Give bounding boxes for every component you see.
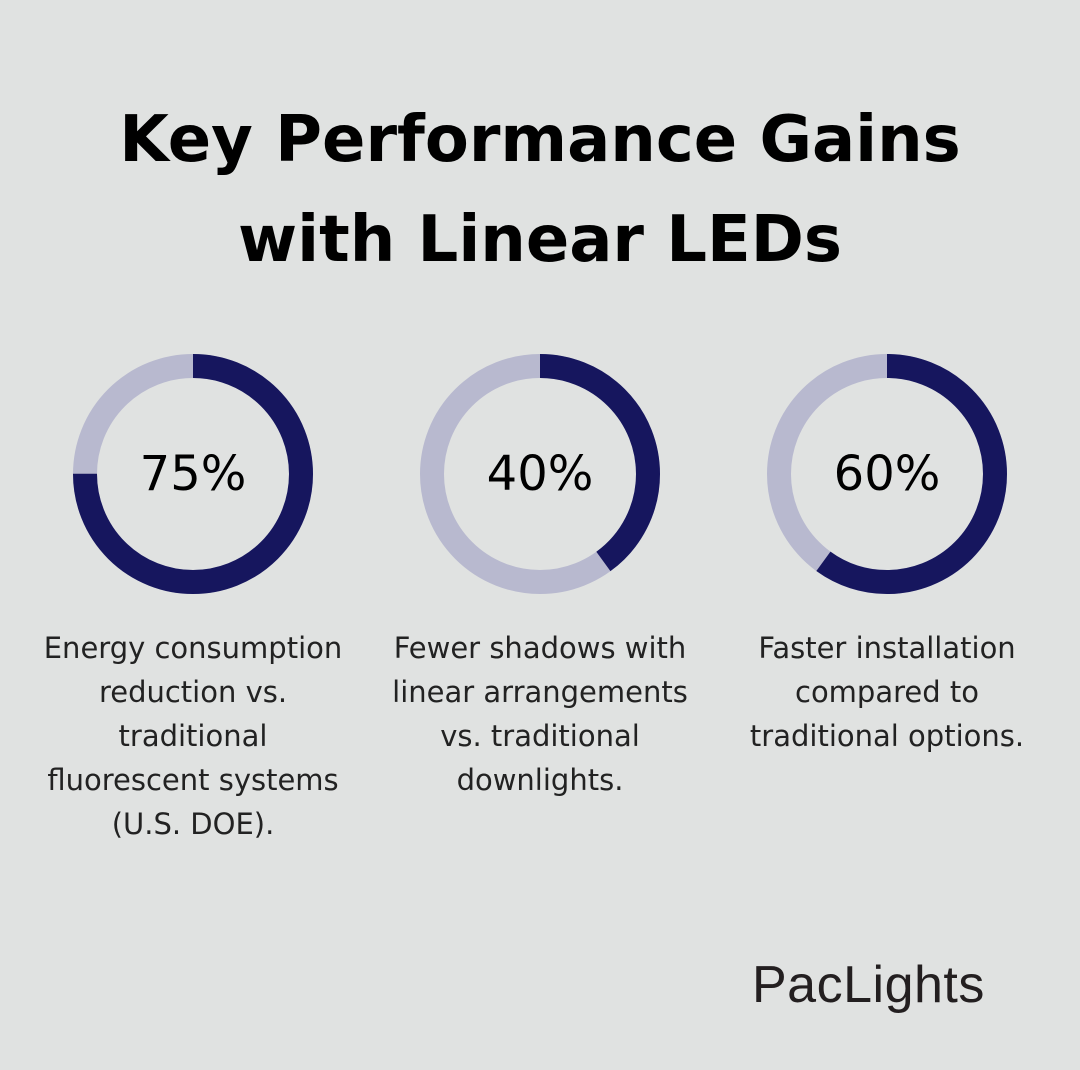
donut-svg <box>767 354 1007 594</box>
donut-chart-shadows: 40% <box>420 354 660 594</box>
donut-svg <box>420 354 660 594</box>
donut-value-label: 40% <box>486 446 594 502</box>
description-shadows: Fewer shadows with linear arrangements v… <box>392 631 688 797</box>
donut-value-arc <box>767 354 1007 594</box>
title-line-2: with Linear LEDs <box>238 203 842 277</box>
donut-value-arc <box>73 354 313 594</box>
donut-value-arc <box>420 354 660 594</box>
page-title: Key Performance Gains with Linear LEDs <box>0 90 1080 290</box>
donut-value-label: 60% <box>833 446 941 502</box>
donut-chart-installation: 60% <box>767 354 1007 594</box>
paclights-logo: PacLights <box>752 956 985 1014</box>
donut-svg <box>73 354 313 594</box>
description-energy: Energy consumption reduction vs. traditi… <box>43 631 343 841</box>
donut-value-label: 75% <box>139 446 247 502</box>
description-installation: Faster installation compared to traditio… <box>749 631 1025 753</box>
title-line-1: Key Performance Gains <box>119 103 961 177</box>
donut-chart-energy: 75% <box>73 354 313 594</box>
